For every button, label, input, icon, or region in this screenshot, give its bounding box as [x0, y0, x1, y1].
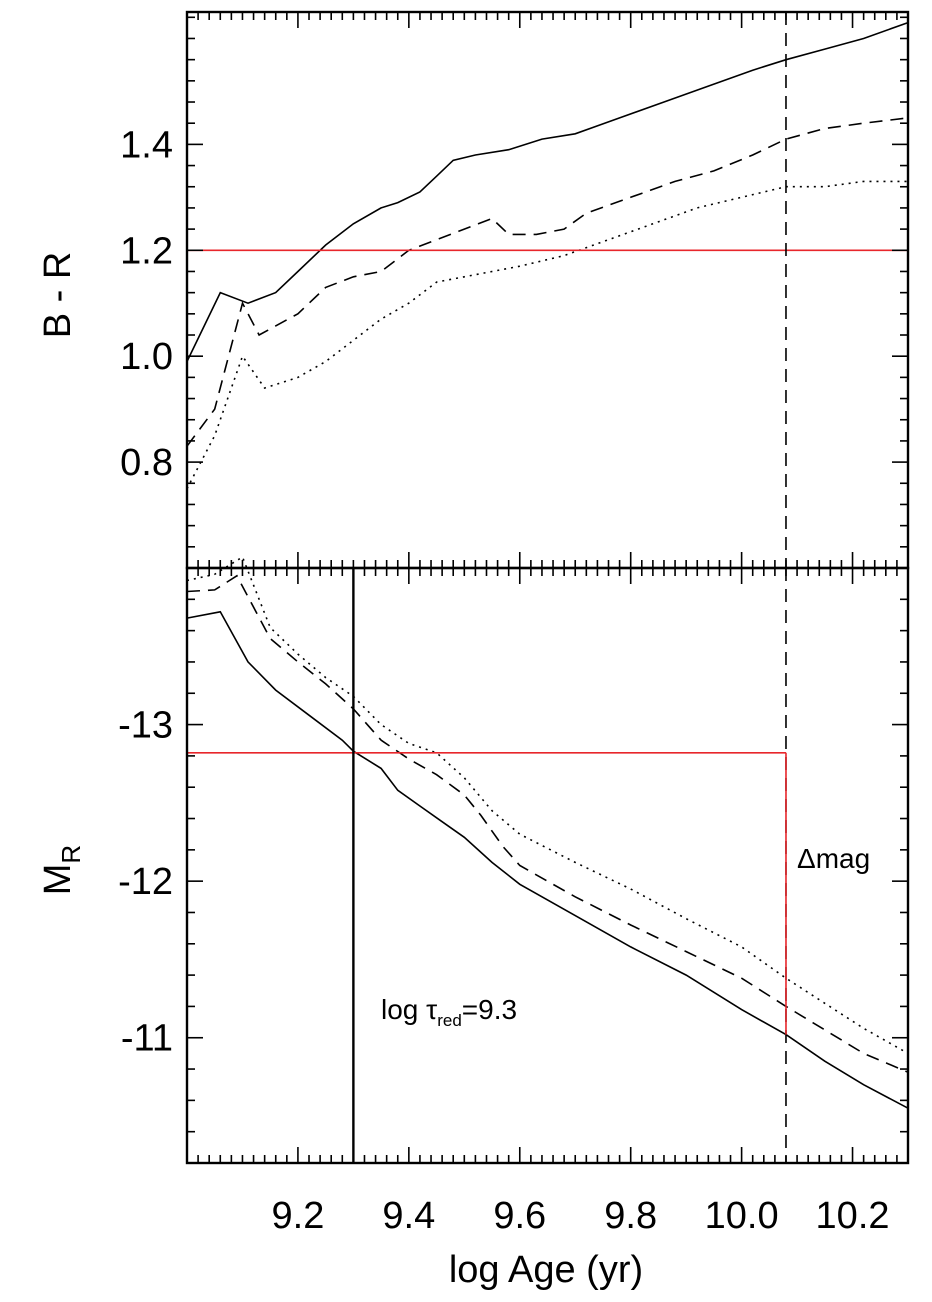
top-plot-frame [185, 10, 910, 570]
top-series-solid-line [186, 21, 909, 362]
bottom-y-tick-label: -12 [118, 861, 173, 903]
x-tick-label: 9.6 [493, 1195, 546, 1237]
tau-red-sub: red [437, 1011, 462, 1030]
bottom-y-axis-label-sub: R [56, 845, 86, 864]
x-tick-label: 10.0 [705, 1195, 779, 1237]
x-tick-label: 9.8 [604, 1195, 657, 1237]
bottom-series-solid-line [186, 610, 909, 1109]
bottom-series-dashed-line [186, 574, 909, 1073]
bottom-y-axis-label: MR [37, 845, 86, 895]
top-y-tick-label: 0.8 [120, 442, 173, 484]
x-tick-label: 9.4 [382, 1195, 435, 1237]
bottom-series-dotted-line [186, 555, 909, 1055]
top-y-axis-label: B - R [37, 252, 79, 339]
tau-red-label: log τred=9.3 [381, 994, 517, 1030]
x-tick-label: 10.2 [816, 1195, 890, 1237]
bottom-y-tick-label: -13 [118, 705, 173, 747]
delta-mag-label: Δmag [797, 843, 870, 874]
top-y-tick-label: 1.2 [120, 230, 173, 272]
top-y-tick-label: 1.0 [120, 336, 173, 378]
tau-red-prefix: log τ [381, 994, 437, 1025]
top-panel: 0.8 1.0 1.2 1.4 [120, 10, 910, 570]
bottom-panel: -13 -12 -11 9.2 9.4 9.6 9.8 10.0 10.2 [118, 555, 910, 1237]
top-series-dotted-line [186, 180, 908, 489]
bottom-y-tick-label: -11 [121, 1018, 173, 1060]
x-tick-label: 9.2 [272, 1195, 325, 1237]
x-axis-label: log Age (yr) [449, 1249, 643, 1291]
top-y-tick-label: 1.4 [120, 124, 173, 166]
top-series-dashed-line [186, 117, 909, 447]
bottom-y-axis-label-main: M [37, 864, 79, 896]
bottom-plot-frame [185, 566, 910, 1165]
tau-red-suffix: =9.3 [462, 994, 517, 1025]
